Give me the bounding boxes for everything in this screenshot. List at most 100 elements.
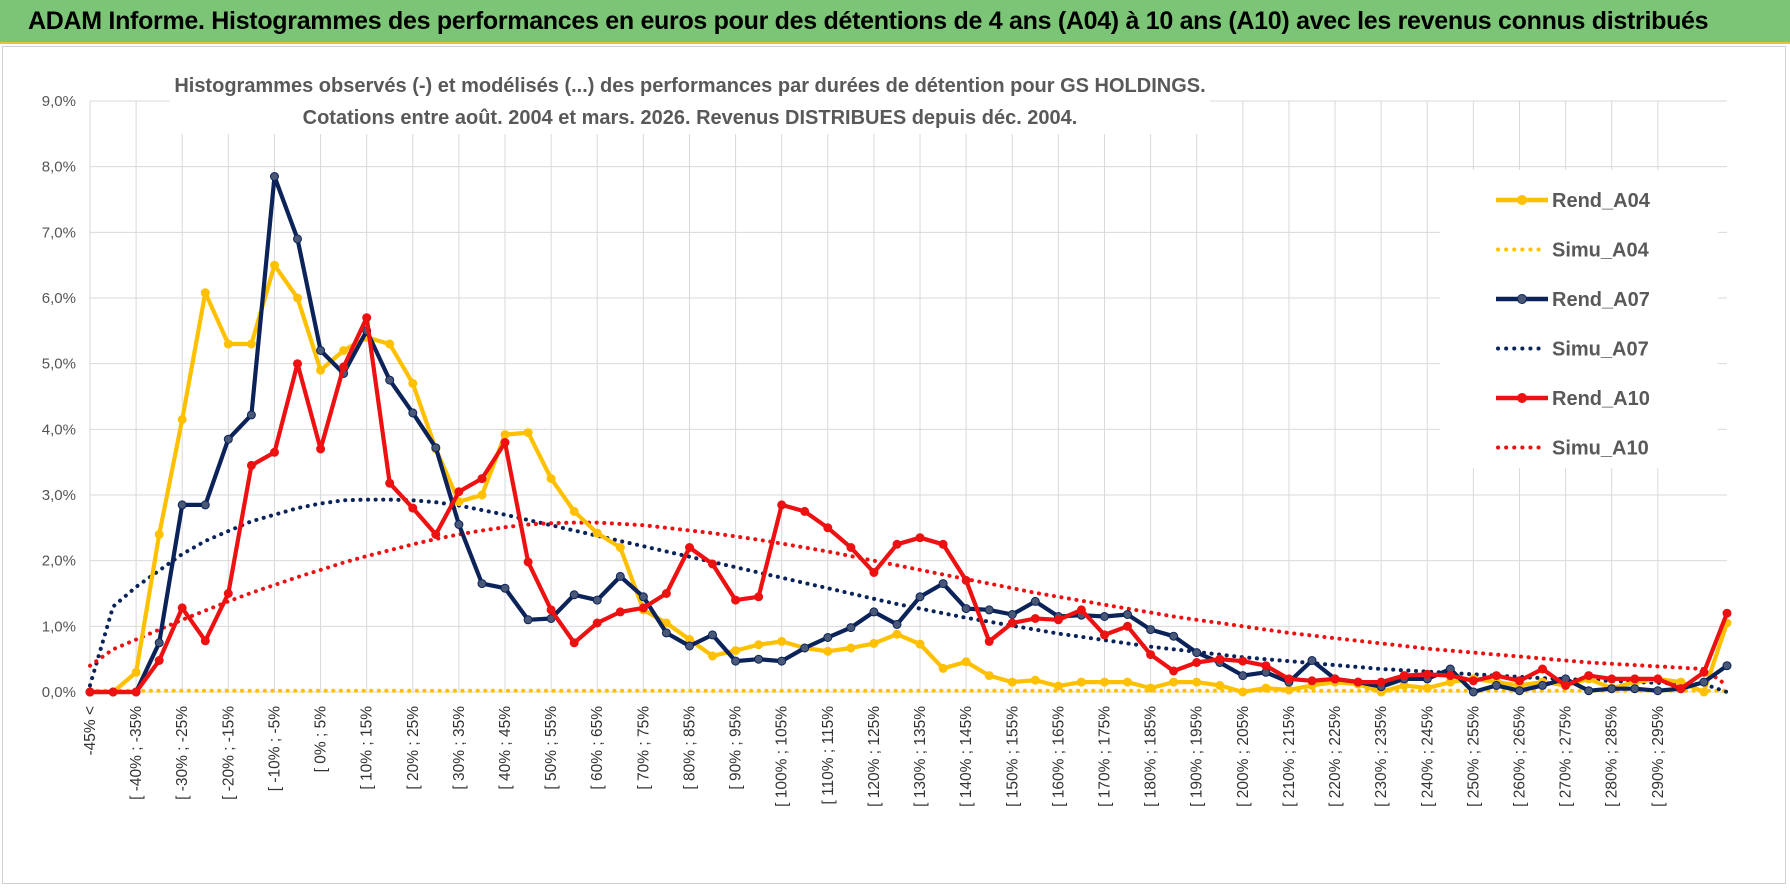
legend-rend-a07-dot bbox=[1517, 294, 1527, 304]
series-rend-a04-point bbox=[569, 506, 579, 516]
series-rend-a04-point bbox=[1192, 677, 1202, 687]
series-rend-a10-point bbox=[1284, 674, 1294, 684]
x-tick-label: [ 40% ; 45% bbox=[497, 706, 514, 790]
chart-title-box: Histogrammes observés (-) et modélisés (… bbox=[170, 66, 1210, 134]
series-rend-a10-point bbox=[1307, 676, 1317, 686]
legend-rend-a10: Rend_A10 bbox=[1496, 388, 1650, 410]
series-rend-a07-point bbox=[431, 443, 441, 453]
series-rend-a10-point bbox=[1330, 674, 1340, 684]
series-rend-a10-point bbox=[1699, 667, 1709, 677]
series-rend-a04-point bbox=[223, 339, 233, 349]
series-rend-a10 bbox=[85, 313, 1732, 697]
series-rend-a07-point bbox=[1653, 686, 1663, 696]
series-rend-a07-point bbox=[154, 638, 164, 648]
series-rend-a04-point bbox=[1215, 680, 1225, 690]
series-rend-a10-point bbox=[1653, 674, 1663, 684]
x-tick-label: [ 30% ; 35% bbox=[451, 706, 468, 790]
series-rend-a07-point bbox=[823, 633, 833, 642]
series-rend-a04-point bbox=[1699, 687, 1709, 697]
x-tick-label: [ 180% ; 185% bbox=[1143, 706, 1160, 807]
x-tick-label: [ 100% ; 105% bbox=[774, 706, 791, 807]
series-rend-a07-point bbox=[1491, 680, 1501, 690]
series-rend-a10-point bbox=[1123, 621, 1132, 631]
series-rend-a10-point bbox=[1100, 630, 1109, 640]
series-rend-a07-point bbox=[1699, 677, 1709, 687]
series-rend-a07-point bbox=[1307, 656, 1317, 665]
y-tick-label: 6,0% bbox=[42, 290, 76, 307]
series-rend-a10-point bbox=[1376, 677, 1386, 687]
x-tick-label: [ 20% ; 25% bbox=[405, 706, 422, 790]
x-tick-label: [ 190% ; 195% bbox=[1189, 706, 1206, 807]
series-rend-a04-point bbox=[270, 260, 279, 270]
series-rend-a04-point bbox=[385, 339, 395, 349]
x-tick-label: [ 160% ; 165% bbox=[1050, 706, 1067, 807]
series-rend-a10-point bbox=[869, 568, 879, 577]
series-rend-a10-point bbox=[85, 687, 95, 697]
series-rend-a10-point bbox=[846, 543, 856, 552]
series-rend-a10-point bbox=[1192, 658, 1202, 667]
chart-legend: Rend_A04 Simu_A04 Rend_A07 Simu_A07 Rend_A10… bbox=[1440, 170, 1718, 468]
chart-title-line2: Cotations entre août. 2004 et mars. 2026… bbox=[303, 107, 1078, 129]
report-header: ADAM Informe. Histogrammes des performan… bbox=[0, 0, 1790, 44]
series-rend-a10-point bbox=[823, 523, 833, 533]
series-rend-a07-point bbox=[869, 607, 879, 617]
series-rend-a07-line bbox=[90, 174, 1729, 695]
series-rend-a10-point bbox=[685, 543, 694, 552]
series-rend-a04-point bbox=[1284, 685, 1294, 695]
series-rend-a04-point bbox=[892, 629, 902, 639]
series-rend-a04-point bbox=[177, 415, 187, 424]
series-rend-a10-point bbox=[1445, 671, 1455, 681]
series-rend-a07-point bbox=[961, 604, 971, 614]
y-tick-label: 8,0% bbox=[42, 159, 76, 176]
series-rend-a04-point bbox=[1422, 683, 1432, 693]
series-rend-a10-point bbox=[408, 503, 418, 513]
series-rend-a10-point bbox=[754, 592, 764, 602]
series-rend-a04-point bbox=[523, 428, 533, 438]
series-rend-a07-point bbox=[270, 172, 279, 181]
series-rend-a10-point bbox=[1030, 614, 1040, 623]
series-rend-a07-point bbox=[1169, 631, 1179, 641]
series-rend-a07-point bbox=[915, 592, 925, 602]
x-tick-label: [ 60% ; 65% bbox=[589, 706, 606, 790]
series-rend-a07-point bbox=[1538, 680, 1547, 690]
chart-title-background bbox=[170, 66, 1210, 134]
series-rend-a10-point bbox=[108, 687, 118, 697]
x-tick-label: [ 140% ; 145% bbox=[958, 706, 975, 807]
series-rend-a10-point bbox=[661, 589, 671, 598]
series-rend-a04-point bbox=[546, 474, 556, 484]
legend-simu-a10-label: Simu_A10 bbox=[1552, 438, 1649, 460]
series-rend-a04-point bbox=[731, 646, 741, 656]
series-rend-a10-point bbox=[1722, 608, 1732, 618]
series-rend-a04-point bbox=[1261, 683, 1271, 693]
series-rend-a07-point bbox=[754, 654, 764, 664]
series-rend-a10-point bbox=[1238, 656, 1248, 666]
series-rend-a07-point bbox=[661, 628, 671, 638]
series-rend-a10-point bbox=[1468, 676, 1478, 686]
legend-rend-a04-label: Rend_A04 bbox=[1552, 190, 1651, 212]
series-rend-a07-point bbox=[1007, 610, 1017, 619]
x-tick-label: [ 250% ; 255% bbox=[1465, 706, 1482, 807]
series-rend-a10-point bbox=[1399, 671, 1409, 681]
series-rend-a10-point bbox=[1607, 674, 1617, 684]
series-rend-a07-point bbox=[223, 434, 233, 444]
series-rend-a10-point bbox=[431, 529, 441, 539]
chart-title-line1: Histogrammes observés (-) et modélisés (… bbox=[174, 75, 1205, 97]
x-tick-label: [ 230% ; 235% bbox=[1373, 706, 1390, 807]
series-rend-a04-point bbox=[961, 657, 971, 667]
series-rend-a07-point bbox=[1607, 684, 1617, 694]
y-tick-label: 7,0% bbox=[42, 224, 76, 241]
series-rend-a10-point bbox=[177, 603, 187, 613]
x-tick-label: [ 90% ; 95% bbox=[728, 706, 745, 790]
series-rend-a10-point bbox=[1076, 605, 1086, 615]
x-tick-label: [ 290% ; 295% bbox=[1650, 706, 1667, 807]
series-rend-a10-point bbox=[1676, 684, 1686, 694]
series-rend-a10-point bbox=[1261, 661, 1271, 671]
series-rend-a07-point bbox=[177, 500, 187, 510]
x-tick-label: [ 120% ; 125% bbox=[866, 706, 883, 807]
series-rend-a04-point bbox=[708, 651, 717, 661]
series-rend-a10-point bbox=[615, 607, 625, 617]
x-tick-label: -45% < bbox=[82, 706, 99, 756]
series-rend-a10-point bbox=[915, 533, 925, 543]
series-rend-a04-point bbox=[592, 528, 602, 538]
